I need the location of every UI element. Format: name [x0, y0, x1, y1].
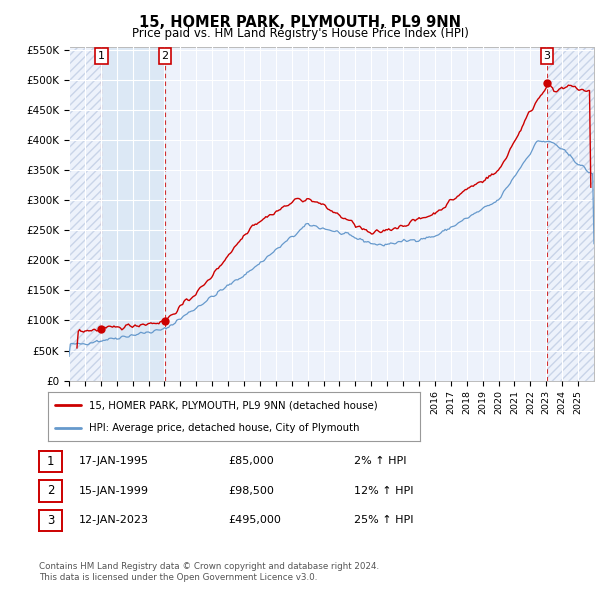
- Text: 2% ↑ HPI: 2% ↑ HPI: [354, 457, 407, 466]
- Bar: [547, 44, 594, 381]
- Text: 1: 1: [98, 51, 105, 61]
- Text: 15, HOMER PARK, PLYMOUTH, PL9 9NN: 15, HOMER PARK, PLYMOUTH, PL9 9NN: [139, 15, 461, 30]
- Text: £85,000: £85,000: [228, 457, 274, 466]
- Text: 1: 1: [47, 455, 54, 468]
- Text: 3: 3: [47, 514, 54, 527]
- Text: 15, HOMER PARK, PLYMOUTH, PL9 9NN (detached house): 15, HOMER PARK, PLYMOUTH, PL9 9NN (detac…: [89, 401, 377, 411]
- Text: HPI: Average price, detached house, City of Plymouth: HPI: Average price, detached house, City…: [89, 422, 359, 432]
- Text: 15-JAN-1999: 15-JAN-1999: [79, 486, 149, 496]
- Text: Price paid vs. HM Land Registry's House Price Index (HPI): Price paid vs. HM Land Registry's House …: [131, 27, 469, 40]
- Text: £98,500: £98,500: [228, 486, 274, 496]
- Text: 12-JAN-2023: 12-JAN-2023: [79, 516, 149, 525]
- Text: 2: 2: [47, 484, 54, 497]
- Text: 3: 3: [544, 51, 550, 61]
- Text: This data is licensed under the Open Government Licence v3.0.: This data is licensed under the Open Gov…: [39, 572, 317, 582]
- Text: 25% ↑ HPI: 25% ↑ HPI: [354, 516, 413, 525]
- Text: 2: 2: [161, 51, 169, 61]
- Text: 12% ↑ HPI: 12% ↑ HPI: [354, 486, 413, 496]
- Text: Contains HM Land Registry data © Crown copyright and database right 2024.: Contains HM Land Registry data © Crown c…: [39, 562, 379, 571]
- Text: 17-JAN-1995: 17-JAN-1995: [79, 457, 149, 466]
- Text: £495,000: £495,000: [228, 516, 281, 525]
- Bar: [69, 44, 101, 381]
- Bar: [101, 47, 165, 381]
